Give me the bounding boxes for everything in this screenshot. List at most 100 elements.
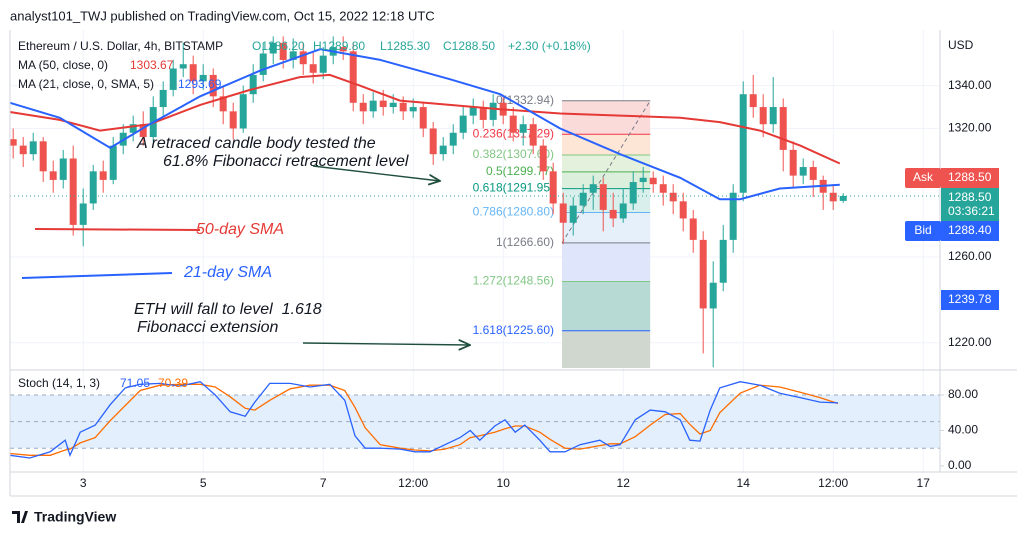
y-tick-label: 80.00 (948, 387, 978, 401)
ask-price: 1288.50 (948, 170, 992, 184)
candle-body (379, 100, 387, 108)
candle-body (9, 139, 17, 146)
candle-body (559, 203, 567, 223)
bid-label: Bid (914, 223, 931, 237)
candle-body (729, 192, 737, 240)
candle-body (49, 171, 57, 180)
candle-body (809, 167, 817, 180)
fib-label: 1.272(1248.56) (473, 274, 554, 288)
ask-tag (905, 168, 941, 188)
candle-body (289, 51, 297, 60)
x-tick-label: 10 (497, 476, 511, 490)
candle-body (279, 42, 287, 60)
candle-body (269, 42, 277, 54)
fib-label: 0(1332.94) (496, 93, 554, 107)
candle-body (399, 102, 407, 112)
level-tag (941, 290, 999, 310)
candle-body (39, 141, 47, 172)
candle-body (389, 102, 397, 108)
fib-zone (562, 155, 651, 172)
fib-zone (562, 242, 651, 282)
fib-label: 0.5(1299.77) (486, 164, 554, 178)
candle-body (739, 94, 747, 193)
annotation-line (34, 228, 201, 231)
price-axis-bg (940, 30, 1017, 488)
y-tick-label: 1320.00 (948, 121, 992, 135)
annotation: ETH will fall to level 1.618 (134, 301, 322, 318)
fib-label: 1(1266.60) (496, 235, 554, 249)
candle-body (209, 74, 217, 97)
candle-body (339, 47, 347, 52)
candle-body (529, 124, 537, 146)
last-price-tag (941, 188, 999, 221)
candle-body (409, 107, 417, 112)
candle-body (719, 239, 727, 283)
annotation: 21-day SMA (183, 264, 272, 281)
candle-body (509, 115, 517, 133)
ask-label: Ask (913, 170, 934, 184)
candle-body (189, 64, 197, 82)
brand: TradingView (34, 509, 116, 525)
candle-body (589, 184, 597, 193)
candle-body (539, 145, 547, 172)
stoch-line (9, 383, 839, 456)
annotation: 50-day SMA (196, 221, 284, 238)
bid-tag (905, 221, 941, 241)
candle-body (19, 145, 27, 155)
candle-body (309, 64, 317, 73)
candle-body (839, 195, 847, 201)
candle-body (59, 158, 67, 180)
candle-body (489, 102, 497, 120)
fib-zone (562, 281, 651, 331)
candle-body (179, 64, 187, 69)
candle-body (369, 100, 377, 112)
candle-body (439, 145, 447, 155)
moving-average (9, 48, 840, 201)
candle-body (699, 239, 707, 309)
x-tick-label: 7 (320, 476, 327, 490)
candle-body (69, 158, 77, 225)
candle-body (349, 51, 357, 103)
candle-body (129, 124, 137, 133)
candle-body (449, 132, 457, 146)
bid-price: 1288.40 (948, 223, 992, 237)
fib-label: 0.786(1280.80) (473, 205, 554, 219)
candle-body (829, 192, 837, 202)
candle-body (649, 177, 657, 185)
candle-body (619, 203, 627, 219)
candle-body (199, 74, 207, 82)
fib-zone (562, 134, 651, 156)
candle-body (429, 128, 437, 155)
y-tick-label: 0.00 (948, 458, 972, 472)
candle-body (709, 282, 717, 309)
candle-body (659, 184, 667, 193)
candle-body (109, 145, 117, 180)
candle-body (299, 51, 307, 65)
ask-price-tag (941, 168, 999, 188)
candle-body (319, 55, 327, 73)
stoch-line (9, 380, 839, 459)
candle-body (629, 182, 637, 204)
publisher: analyst101_TWJ published on TradingView.… (10, 8, 435, 23)
annotation-arrow (312, 165, 440, 181)
ohlc-open: O1286.20 (252, 39, 305, 53)
ma50-name: MA (50, close, 0) (18, 58, 108, 72)
stoch-title: Stoch (14, 1, 3) (18, 376, 100, 390)
y-tick-label: 1260.00 (948, 249, 992, 263)
stoch-k-value: 71.05 (120, 376, 150, 390)
candle-body (599, 184, 607, 210)
fib-zone (562, 330, 651, 368)
candle-body (139, 124, 147, 138)
candle-body (769, 107, 777, 125)
symbol-title: Ethereum / U.S. Dollar, 4h, BITSTAMP (18, 39, 223, 53)
ma21-value: 1293.69 (178, 77, 222, 91)
x-tick-label: 5 (200, 476, 207, 490)
candle-body (259, 53, 267, 75)
fib-label: 1.618(1225.60) (473, 323, 554, 337)
candle-body (519, 124, 527, 133)
brand-logo: TradingView (12, 509, 116, 525)
candle-body (29, 141, 37, 155)
candle-body (479, 107, 487, 120)
fib-zone (562, 100, 651, 135)
